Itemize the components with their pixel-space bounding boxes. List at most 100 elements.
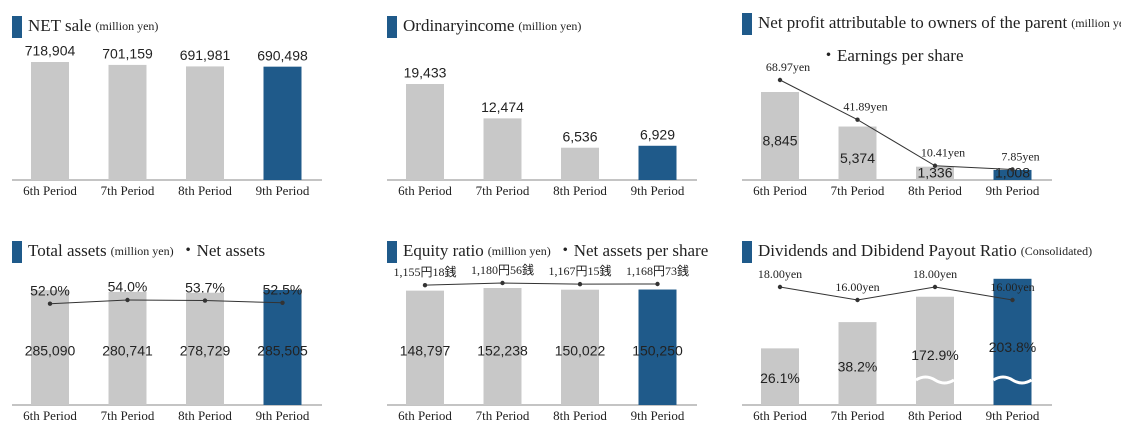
data-label: 1,336 bbox=[917, 165, 952, 181]
chart-title: Equity ratio (million yen) ・Net assets per… bbox=[403, 241, 708, 260]
bar bbox=[263, 290, 302, 405]
line-point bbox=[655, 281, 660, 287]
bar bbox=[916, 296, 954, 405]
bar bbox=[561, 289, 599, 405]
title-text: Ordinaryincome bbox=[403, 16, 514, 35]
chart-title: Total assets (million yen) ・Net assets bbox=[28, 241, 265, 260]
x-tick-label: 8th Period bbox=[178, 183, 232, 198]
title-marker bbox=[742, 13, 752, 35]
line-point bbox=[855, 117, 860, 122]
data-label: 38.2% bbox=[838, 358, 878, 374]
x-tick-label: 7th Period bbox=[831, 183, 885, 198]
x-tick-label: 7th Period bbox=[476, 408, 530, 423]
x-tick-label: 6th Period bbox=[23, 408, 77, 423]
bar bbox=[108, 64, 147, 180]
data-label: 1,008 bbox=[995, 165, 1030, 181]
line-label: 18.00yen bbox=[913, 267, 957, 281]
bar bbox=[31, 290, 69, 405]
data-label: 203.8% bbox=[989, 339, 1036, 355]
x-tick-label: 6th Period bbox=[398, 408, 452, 423]
data-label: 150,022 bbox=[555, 343, 606, 359]
line-point bbox=[932, 284, 938, 290]
title-marker bbox=[12, 241, 22, 263]
line-label: 7.85yen bbox=[1001, 149, 1039, 163]
data-label: 19,433 bbox=[404, 65, 447, 81]
line-label: 52.5% bbox=[263, 281, 303, 297]
axis-break bbox=[992, 375, 1033, 385]
data-label: 6,536 bbox=[562, 128, 597, 144]
data-label: 690,498 bbox=[257, 47, 308, 63]
x-tick-label: 9th Period bbox=[631, 183, 685, 198]
line-point bbox=[932, 163, 938, 168]
line bbox=[779, 286, 1013, 301]
line-point bbox=[577, 281, 583, 287]
title-text: Dividends and Dibidend Payout Ratio bbox=[758, 241, 1017, 260]
line-label: 16.00yen bbox=[990, 280, 1034, 294]
data-label: 285,505 bbox=[257, 343, 308, 359]
line-point bbox=[500, 280, 505, 286]
chart-title: Net profit attributable to owners of the… bbox=[758, 13, 1121, 32]
line-label: 53.7% bbox=[185, 279, 225, 295]
line-point bbox=[125, 297, 130, 303]
line-point bbox=[1010, 167, 1015, 172]
bar bbox=[838, 126, 877, 180]
x-tick-label: 6th Period bbox=[23, 183, 77, 198]
data-label: 278,729 bbox=[180, 343, 231, 359]
line-point bbox=[1010, 297, 1015, 303]
data-label: 6,929 bbox=[640, 126, 675, 142]
title-text: NET sale bbox=[28, 16, 91, 35]
line-point bbox=[855, 297, 860, 303]
data-label: 8,845 bbox=[762, 133, 797, 149]
x-tick-label: 9th Period bbox=[256, 183, 310, 198]
line-name: ・Earnings per share bbox=[820, 46, 964, 65]
x-tick-label: 6th Period bbox=[753, 408, 807, 423]
bar bbox=[561, 147, 599, 180]
bar bbox=[263, 66, 302, 180]
x-tick-label: 7th Period bbox=[101, 183, 155, 198]
data-label: 12,474 bbox=[481, 99, 524, 115]
data-label: 172.9% bbox=[911, 347, 958, 363]
bar bbox=[916, 166, 954, 180]
data-label: 280,741 bbox=[102, 343, 153, 359]
title-unit: (million yen) bbox=[1071, 16, 1121, 30]
data-label: 285,090 bbox=[25, 343, 76, 359]
line-label: 1,155円18銭 bbox=[393, 264, 456, 279]
x-tick-label: 9th Period bbox=[986, 183, 1040, 198]
title-marker bbox=[387, 241, 397, 263]
bar bbox=[406, 84, 444, 180]
bar bbox=[638, 145, 677, 180]
title-unit: (million yen) bbox=[95, 19, 158, 33]
bar bbox=[483, 288, 522, 405]
bar bbox=[31, 62, 69, 180]
x-tick-label: 8th Period bbox=[178, 408, 232, 423]
x-tick-label: 9th Period bbox=[986, 408, 1040, 423]
bar bbox=[761, 348, 799, 405]
data-label: 148,797 bbox=[400, 343, 451, 359]
line bbox=[424, 282, 658, 286]
title-unit: (million yen) bbox=[518, 19, 581, 33]
chart-title: Dividends and Dibidend Payout Ratio (Cons… bbox=[758, 241, 1092, 260]
bar bbox=[483, 118, 522, 180]
line-point bbox=[777, 284, 783, 290]
x-tick-label: 8th Period bbox=[908, 408, 962, 423]
x-tick-label: 7th Period bbox=[831, 408, 885, 423]
data-label: 718,904 bbox=[25, 43, 76, 59]
line-point bbox=[280, 300, 285, 305]
x-tick-label: 9th Period bbox=[631, 408, 685, 423]
bar bbox=[406, 290, 444, 405]
x-tick-label: 7th Period bbox=[101, 408, 155, 423]
title-unit: (Consolidated) bbox=[1021, 244, 1092, 258]
data-label: 150,250 bbox=[632, 343, 683, 359]
line bbox=[49, 299, 283, 305]
title-text: Net profit attributable to owners of the… bbox=[758, 13, 1067, 32]
line bbox=[779, 79, 1013, 171]
chart-title: Ordinaryincome (million yen) bbox=[403, 16, 581, 35]
title-unit: (million yen) bbox=[111, 244, 174, 258]
x-tick-label: 8th Period bbox=[908, 183, 962, 198]
data-label: 152,238 bbox=[477, 343, 528, 359]
bar bbox=[108, 291, 147, 405]
data-label: 26.1% bbox=[760, 370, 800, 386]
line-label: 18.00yen bbox=[758, 267, 802, 281]
line-label: 10.41yen bbox=[921, 146, 965, 160]
